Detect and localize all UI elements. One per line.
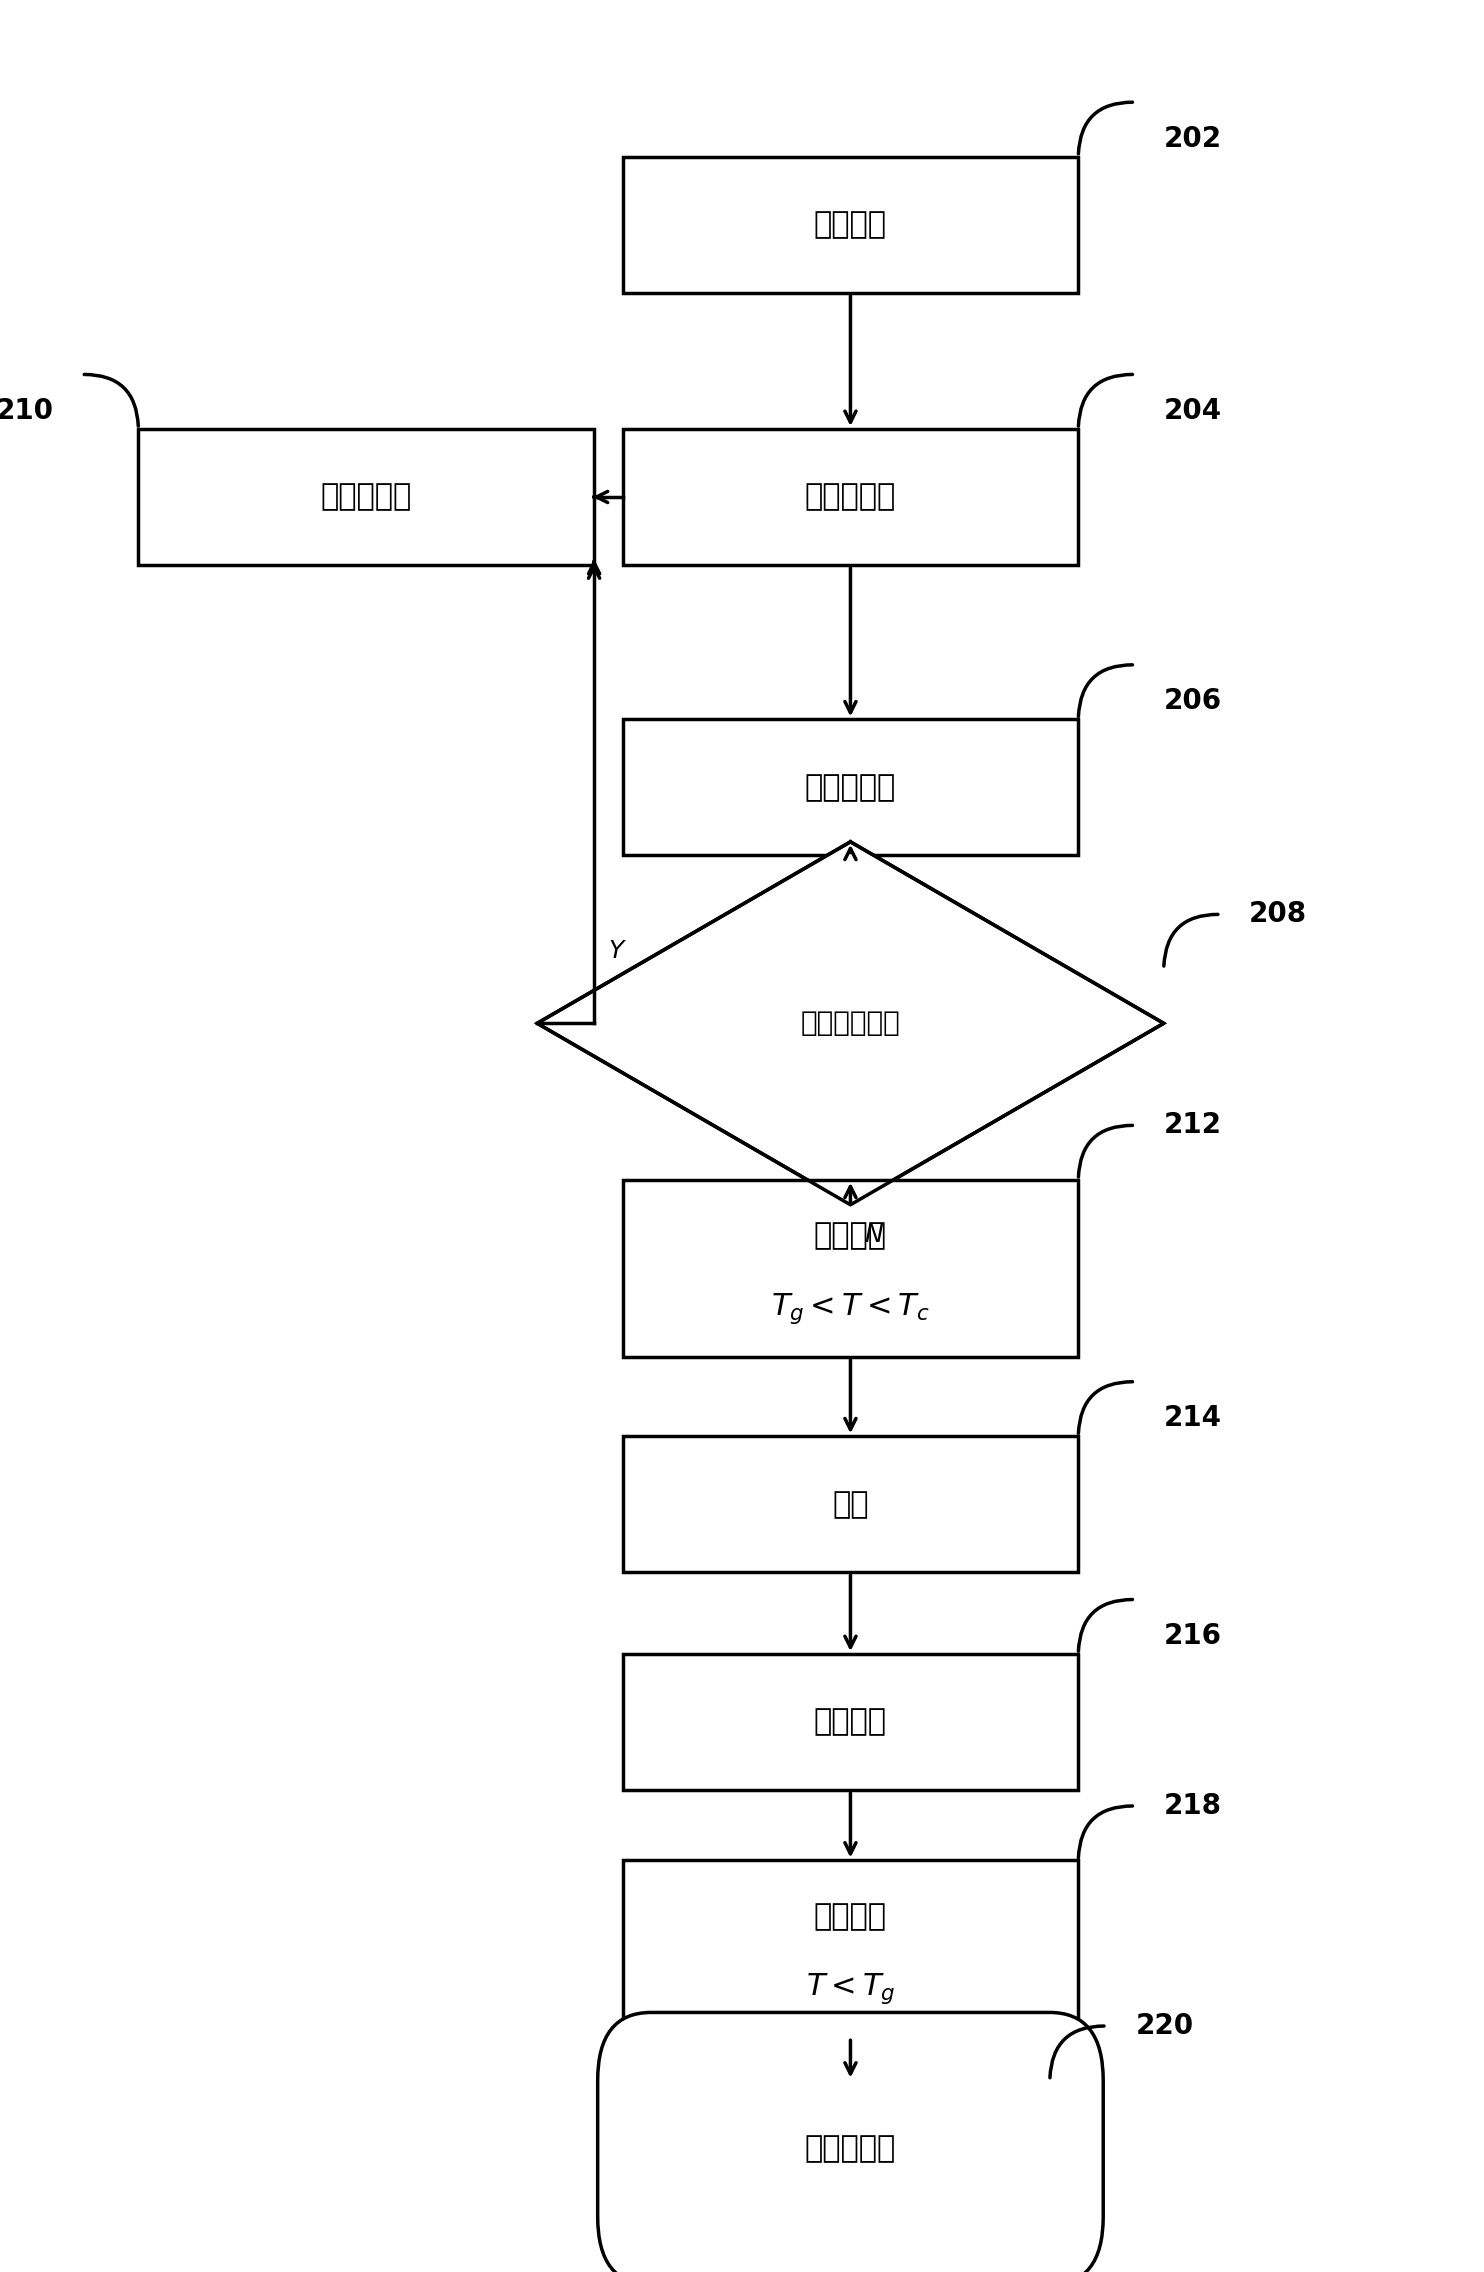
Text: $T_g$$<$$T$$<$$T_c$: $T_g$$<$$T$$<$$T_c$ [772,1290,930,1325]
Text: 辐射: 辐射 [833,1490,868,1518]
Text: 206: 206 [1163,686,1221,716]
Text: 冷却直到: 冷却直到 [813,1902,887,1931]
Text: 施加钝态层: 施加钝态层 [321,482,413,511]
Text: 施加对准层: 施加对准层 [804,482,896,511]
Text: N: N [865,1222,883,1247]
Text: 施加混合物: 施加混合物 [804,772,896,802]
Text: 202: 202 [1163,125,1221,152]
Text: 加热直到: 加热直到 [813,1220,887,1250]
Text: 制备基板: 制备基板 [813,211,887,239]
Bar [138,429,594,566]
Text: 204: 204 [1163,398,1221,425]
Text: 216: 216 [1163,1622,1221,1649]
Text: 214: 214 [1163,1404,1221,1431]
Text: 形成叠层吗？: 形成叠层吗？ [800,1009,901,1038]
Bar [623,1436,1079,1572]
Text: 亚稳定状态: 亚稳定状态 [804,2133,896,2163]
Polygon shape [537,843,1163,1204]
FancyBboxPatch shape [598,2013,1103,2272]
Bar [623,1654,1079,1790]
Bar [623,429,1079,566]
Bar [623,720,1079,857]
Text: 212: 212 [1163,1111,1221,1138]
Text: 220: 220 [1135,2013,1193,2040]
Text: 施加电场: 施加电场 [813,1709,887,1736]
Text: Y: Y [608,938,623,963]
Text: $T$$<$$T_g$: $T$$<$$T_g$ [806,1972,895,2006]
Bar [623,1861,1079,2038]
Text: 208: 208 [1250,900,1307,929]
Bar [623,1179,1079,1356]
Bar [623,157,1079,293]
Text: 210: 210 [0,398,53,425]
Text: 218: 218 [1163,1793,1221,1820]
